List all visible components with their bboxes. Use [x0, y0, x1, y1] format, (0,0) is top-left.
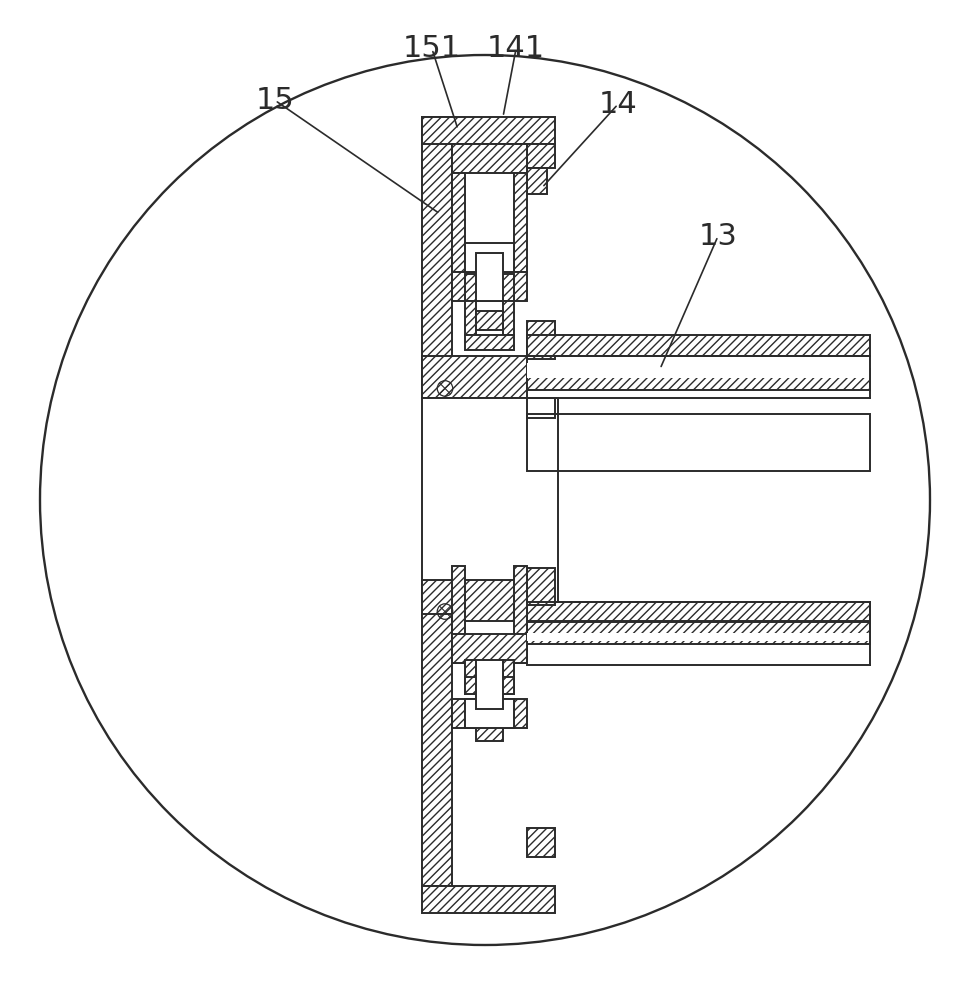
- Bar: [452, 566, 464, 663]
- Text: 151: 151: [402, 34, 460, 63]
- Bar: [452, 173, 464, 272]
- Bar: [476, 311, 503, 330]
- Bar: [422, 886, 554, 913]
- Bar: [422, 614, 452, 886]
- Text: 13: 13: [698, 222, 736, 251]
- Bar: [464, 243, 514, 272]
- Bar: [422, 117, 554, 144]
- Bar: [452, 699, 526, 728]
- Bar: [526, 369, 869, 390]
- Bar: [526, 414, 869, 471]
- Bar: [452, 634, 526, 663]
- Bar: [514, 173, 526, 272]
- Bar: [526, 828, 554, 857]
- Text: 14: 14: [598, 90, 637, 119]
- Bar: [526, 144, 554, 168]
- Bar: [464, 301, 476, 335]
- Bar: [503, 660, 514, 694]
- Bar: [464, 335, 514, 350]
- Bar: [464, 677, 514, 694]
- Bar: [464, 701, 514, 728]
- Bar: [452, 272, 526, 301]
- Bar: [526, 622, 869, 644]
- Bar: [476, 253, 503, 301]
- Bar: [452, 144, 526, 173]
- Bar: [514, 566, 526, 663]
- Bar: [526, 335, 869, 356]
- Bar: [526, 568, 554, 605]
- Bar: [526, 168, 547, 194]
- Bar: [422, 117, 452, 388]
- Bar: [464, 699, 514, 728]
- Bar: [526, 321, 554, 359]
- Bar: [526, 363, 869, 378]
- Bar: [503, 301, 514, 335]
- Bar: [422, 398, 557, 602]
- Bar: [464, 274, 514, 301]
- Bar: [422, 580, 526, 621]
- Text: 15: 15: [256, 86, 294, 115]
- Bar: [476, 721, 503, 741]
- Bar: [476, 660, 503, 709]
- Bar: [526, 398, 554, 418]
- Bar: [464, 660, 476, 694]
- Bar: [526, 633, 869, 641]
- Bar: [422, 356, 526, 398]
- Text: 141: 141: [486, 34, 545, 63]
- Bar: [526, 602, 869, 621]
